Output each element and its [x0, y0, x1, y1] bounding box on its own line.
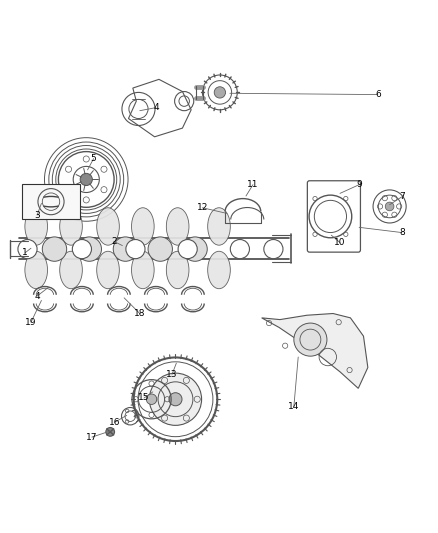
Text: 1: 1	[22, 248, 28, 257]
Ellipse shape	[25, 251, 47, 289]
Circle shape	[214, 87, 226, 98]
Circle shape	[178, 239, 197, 259]
Text: 16: 16	[109, 418, 120, 427]
Ellipse shape	[166, 251, 189, 289]
Ellipse shape	[60, 251, 82, 289]
Text: 14: 14	[288, 402, 300, 411]
Circle shape	[72, 239, 92, 259]
Text: 6: 6	[375, 90, 381, 99]
Circle shape	[126, 239, 145, 259]
Circle shape	[148, 237, 173, 261]
Text: 4: 4	[34, 292, 40, 301]
Circle shape	[149, 373, 201, 425]
Ellipse shape	[25, 208, 47, 245]
Circle shape	[18, 239, 37, 259]
Circle shape	[80, 173, 92, 185]
Text: 17: 17	[86, 433, 98, 442]
Text: 19: 19	[25, 318, 37, 327]
Text: 12: 12	[197, 203, 208, 212]
Ellipse shape	[97, 208, 119, 245]
Ellipse shape	[208, 251, 230, 289]
Text: 10: 10	[334, 238, 346, 247]
Circle shape	[77, 237, 102, 261]
Circle shape	[264, 239, 283, 259]
Text: 15: 15	[138, 393, 150, 402]
Text: 3: 3	[34, 211, 40, 220]
Circle shape	[169, 393, 182, 406]
Text: 2: 2	[111, 237, 117, 246]
Ellipse shape	[131, 251, 154, 289]
Polygon shape	[261, 313, 368, 389]
Circle shape	[183, 237, 207, 261]
Ellipse shape	[60, 208, 82, 245]
Circle shape	[385, 202, 394, 211]
Ellipse shape	[131, 208, 154, 245]
Text: 8: 8	[399, 228, 405, 237]
Circle shape	[294, 323, 327, 356]
Circle shape	[42, 237, 67, 261]
Circle shape	[106, 427, 115, 436]
Text: 11: 11	[247, 180, 259, 189]
Ellipse shape	[166, 208, 189, 245]
Circle shape	[230, 239, 250, 259]
Text: 18: 18	[134, 309, 145, 318]
Ellipse shape	[208, 208, 230, 245]
Ellipse shape	[97, 251, 119, 289]
Text: 13: 13	[166, 370, 178, 379]
Bar	[22, 184, 80, 220]
Circle shape	[113, 237, 138, 261]
Text: 5: 5	[91, 154, 96, 163]
Text: 7: 7	[399, 192, 405, 201]
Circle shape	[146, 394, 157, 405]
Text: 4: 4	[153, 103, 159, 112]
Text: 9: 9	[356, 180, 362, 189]
